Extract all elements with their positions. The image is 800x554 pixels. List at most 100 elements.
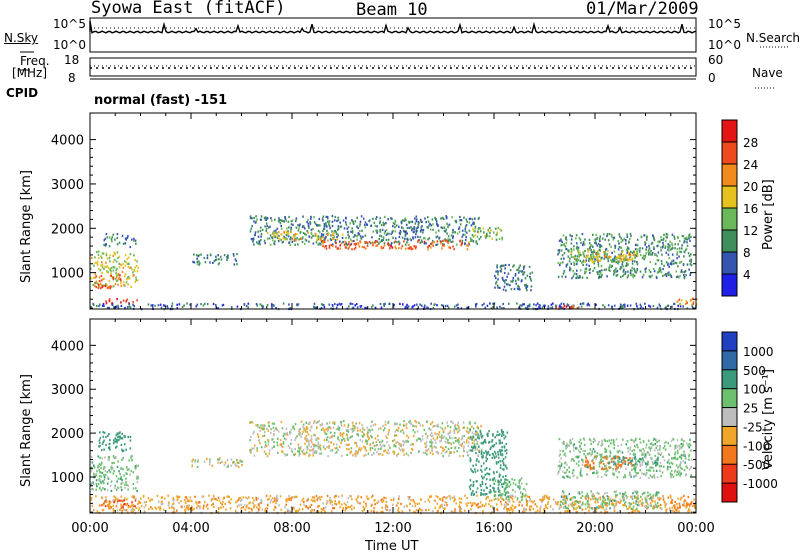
range-gate-cell [507, 503, 509, 506]
range-gate-cell [480, 475, 483, 478]
range-gate-cell [688, 453, 691, 456]
range-gate-cell [471, 425, 473, 428]
range-gate-cell [582, 264, 584, 267]
range-gate-cell [90, 306, 92, 309]
range-gate-cell [634, 444, 636, 448]
range-gate-cell [620, 276, 622, 279]
range-gate-cell [463, 450, 465, 453]
range-gate-cell [104, 237, 107, 240]
range-gate-cell [263, 239, 266, 242]
range-gate-cell [442, 216, 444, 219]
range-gate-cell [644, 256, 646, 259]
power-scatter-region [266, 230, 344, 242]
range-gate-cell [686, 301, 688, 304]
range-gate-cell [373, 499, 375, 502]
range-gate-cell [203, 302, 206, 305]
range-gate-cell [366, 244, 369, 247]
range-gate-cell [675, 276, 678, 279]
range-gate-cell [544, 304, 546, 307]
range-gate-cell [129, 306, 132, 309]
range-gate-cell [459, 223, 462, 226]
range-gate-cell [347, 497, 349, 500]
range-gate-cell [659, 469, 661, 472]
range-gate-cell [478, 238, 481, 241]
range-gate-cell [250, 435, 252, 438]
range-gate-cell [312, 454, 314, 457]
range-gate-cell [468, 229, 471, 232]
range-gate-cell [270, 428, 272, 431]
range-gate-cell [610, 259, 612, 262]
range-gate-cell [620, 260, 622, 263]
range-gate-cell [682, 271, 684, 274]
range-gate-cell [590, 439, 592, 442]
range-gate-cell [129, 439, 132, 442]
range-gate-cell [106, 236, 109, 239]
range-gate-cell [398, 225, 400, 228]
range-gate-cell [446, 441, 449, 444]
range-gate-cell [460, 497, 463, 500]
range-gate-cell [236, 253, 238, 256]
range-gate-cell [576, 476, 579, 480]
range-gate-cell [124, 306, 126, 310]
range-gate-cell [409, 246, 411, 249]
range-gate-cell [251, 447, 254, 450]
range-gate-cell [521, 492, 524, 495]
range-gate-cell [626, 235, 629, 238]
range-gate-cell [690, 511, 693, 514]
range-gate-cell [576, 245, 578, 248]
range-gate-cell [680, 260, 683, 263]
range-gate-cell [314, 444, 317, 447]
range-gate-cell [618, 255, 621, 258]
range-gate-cell [565, 444, 567, 448]
range-gate-cell [519, 270, 521, 273]
range-gate-cell [345, 217, 347, 220]
range-gate-cell [390, 245, 392, 248]
range-gate-cell [501, 449, 503, 452]
range-gate-cell [275, 427, 277, 430]
range-gate-cell [301, 450, 303, 453]
range-gate-cell [269, 501, 272, 504]
range-gate-cell [265, 230, 268, 233]
range-gate-cell [253, 216, 255, 220]
range-gate-cell [304, 430, 307, 433]
range-gate-cell [103, 448, 105, 451]
range-gate-cell [413, 226, 416, 229]
range-gate-cell [396, 453, 398, 457]
range-gate-cell [513, 264, 515, 267]
range-gate-cell [257, 425, 259, 428]
range-gate-cell [130, 508, 132, 511]
range-gate-cell [267, 421, 270, 424]
range-gate-cell [487, 496, 489, 499]
range-gate-cell [345, 223, 348, 226]
range-gate-cell [479, 501, 482, 504]
range-gate-cell [573, 248, 575, 251]
range-gate-cell [514, 274, 517, 277]
range-gate-cell [590, 254, 592, 257]
range-gate-cell [470, 484, 472, 487]
range-gate-cell [511, 494, 514, 497]
range-gate-cell [576, 506, 579, 509]
range-gate-cell [399, 229, 402, 233]
range-gate-cell [115, 505, 118, 508]
range-gate-cell [399, 423, 401, 426]
range-gate-cell [359, 230, 361, 233]
range-gate-cell [619, 267, 621, 270]
range-gate-cell [255, 215, 257, 218]
range-gate-cell [126, 306, 129, 309]
range-gate-cell [559, 468, 561, 471]
range-gate-cell [644, 242, 647, 245]
range-gate-cell [630, 250, 632, 253]
range-gate-cell [126, 236, 129, 239]
range-gate-cell [195, 501, 197, 504]
range-gate-cell [259, 243, 261, 246]
range-gate-cell [249, 421, 251, 424]
range-gate-cell [226, 465, 228, 469]
range-gate-cell [552, 508, 554, 511]
range-gate-cell [330, 243, 332, 247]
range-gate-cell [202, 495, 205, 498]
range-gate-cell [322, 240, 324, 243]
range-gate-cell [448, 432, 450, 435]
range-gate-cell [189, 496, 191, 499]
range-gate-cell [493, 477, 496, 480]
range-gate-cell [483, 489, 485, 492]
